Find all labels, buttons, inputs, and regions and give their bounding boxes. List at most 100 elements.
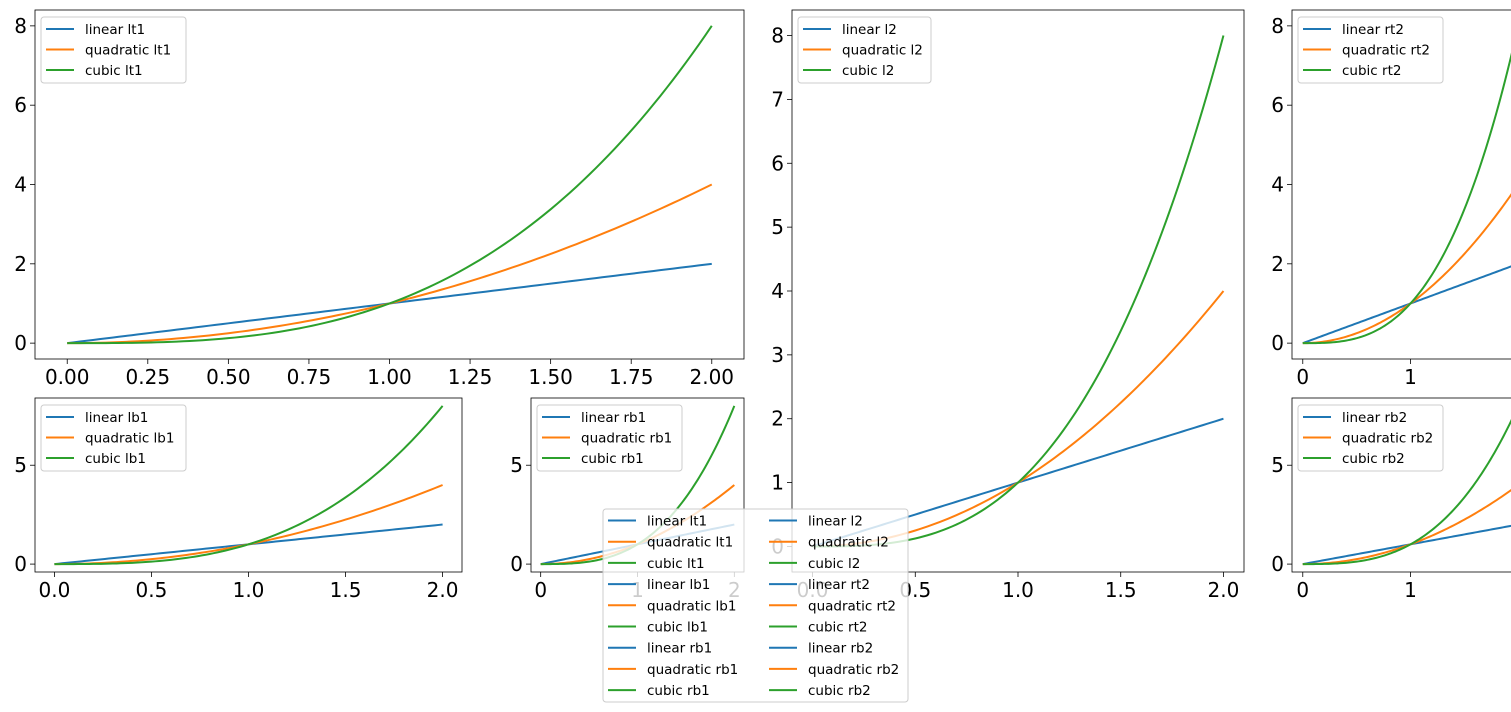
- series-line-quadratic-rb2: [1302, 488, 1511, 566]
- x-tick-label: 1.5: [1105, 578, 1137, 602]
- legend-rt2: linear rt2 quadratic rt2 cubic rt2: [1297, 16, 1444, 84]
- x-tick-label: 1.00: [367, 365, 412, 389]
- legend-label: quadratic rb1: [581, 431, 672, 447]
- figure-legend-label: cubic rt2: [808, 620, 867, 636]
- figure-legend-label: cubic rb2: [808, 683, 871, 699]
- figure-legend-label: linear rb2: [808, 641, 873, 657]
- y-tick-label: 8: [14, 14, 27, 38]
- y-tick-label: 6: [771, 151, 784, 175]
- y-tick-label: 2: [1271, 252, 1284, 276]
- x-tick-label: 1.50: [528, 365, 573, 389]
- x-tick-label: 1.5: [330, 578, 362, 602]
- series-line-quadratic-l2: [812, 290, 1225, 548]
- figure-legend-label: linear l2: [808, 514, 863, 530]
- figure-legend-label: quadratic rb2: [808, 662, 899, 678]
- legend-label: quadratic rt2: [1342, 43, 1430, 59]
- figure-legend-label: cubic rb1: [647, 683, 710, 699]
- x-tick-label: 0.5: [136, 578, 168, 602]
- figure-legend-label: quadratic rb1: [647, 662, 738, 678]
- legend-label: cubic rt2: [1342, 63, 1401, 79]
- x-tick-label: 0.75: [287, 365, 332, 389]
- figure-legend-label: linear rb1: [647, 641, 712, 657]
- y-tick-label: 1: [771, 471, 784, 495]
- legend-rb1: linear rb1 quadratic rb1 cubic rb1: [536, 404, 683, 472]
- legend-l2: linear l2 quadratic l2 cubic l2: [797, 16, 932, 84]
- axes-frame: [791, 9, 1245, 573]
- y-tick-label: 0: [14, 331, 27, 355]
- y-tick-label: 7: [771, 87, 784, 111]
- legend-label: cubic lb1: [85, 451, 146, 467]
- y-tick-label: 2: [771, 407, 784, 431]
- legend-box: [1297, 16, 1444, 84]
- y-tick-label: 5: [771, 215, 784, 239]
- series-line-quadratic-lb1: [54, 484, 443, 566]
- legend-lb1: linear lb1 quadratic lb1 cubic lb1: [40, 404, 187, 472]
- legend-box: [1297, 404, 1444, 472]
- series-line-cubic-rb2: [1302, 418, 1511, 566]
- y-tick-label: 0: [1271, 331, 1284, 355]
- figure-legend-label: linear lt1: [647, 514, 707, 530]
- x-tick-label: 2.00: [690, 365, 735, 389]
- legend-label: cubic rb1: [581, 451, 644, 467]
- legend-label: linear l2: [842, 22, 897, 38]
- legend-label: linear rb2: [1342, 410, 1407, 426]
- figure-legend-label: quadratic lb1: [647, 598, 736, 614]
- legend-label: cubic lt1: [85, 63, 143, 79]
- legend-label: linear rt2: [1342, 22, 1404, 38]
- figure-legend-label: quadratic rt2: [808, 598, 896, 614]
- y-tick-label: 0: [1271, 552, 1284, 576]
- legend-label: linear lt1: [85, 22, 145, 38]
- x-tick-label: 1.0: [1002, 578, 1034, 602]
- x-tick-label: 1.25: [448, 365, 493, 389]
- legend-label: quadratic l2: [842, 43, 923, 59]
- legend-label: linear rb1: [581, 410, 646, 426]
- y-tick-label: 6: [14, 93, 27, 117]
- figure-legend-label: quadratic lt1: [647, 535, 733, 551]
- series-line-quadratic-rt2: [1302, 193, 1511, 345]
- legend-rb2: linear rb2 quadratic rb2 cubic rb2: [1297, 404, 1444, 472]
- x-tick-label: 0.25: [126, 365, 171, 389]
- legend-box: [40, 16, 187, 84]
- y-tick-label: 8: [1271, 14, 1284, 38]
- y-tick-label: 0: [14, 552, 27, 576]
- x-tick-label: 0.0: [39, 578, 71, 602]
- axes-lt1: 0.00 0.25 0.50 0.75 1.00 1.25 1.50 1.75 2.00 0 2 4 6…: [14, 9, 745, 389]
- series-line-linear-rb2: [1302, 524, 1511, 566]
- figure-legend-label: cubic l2: [808, 556, 860, 572]
- legend-label: quadratic lb1: [85, 431, 174, 447]
- legend-label: cubic rb2: [1342, 451, 1405, 467]
- x-tick-label: 0: [1296, 578, 1309, 602]
- series-line-quadratic-lt1: [67, 183, 713, 345]
- legend-label: linear lb1: [85, 410, 148, 426]
- legend-lt1: linear lt1 quadratic lt1 cubic lt1: [40, 16, 187, 84]
- x-tick-label: 2.0: [1208, 578, 1240, 602]
- legend-box: [536, 404, 683, 472]
- axes-lb1: 0.0 0.5 1.0 1.5 2.0 0 5 linear lb1 quadratic lb1…: [14, 397, 463, 602]
- y-tick-label: 2: [14, 252, 27, 276]
- y-tick-label: 3: [771, 343, 784, 367]
- figure-legend-label: cubic lt1: [647, 556, 705, 572]
- x-tick-label: 2.0: [427, 578, 459, 602]
- y-tick-label: 6: [1271, 93, 1284, 117]
- y-tick-label: 5: [1271, 453, 1284, 477]
- x-tick-label: 0: [1296, 365, 1309, 389]
- legend-label: quadratic lt1: [85, 43, 171, 59]
- x-tick-label: 0: [534, 578, 547, 602]
- y-tick-label: 0: [510, 552, 523, 576]
- x-tick-label: 1.0: [233, 578, 265, 602]
- y-tick-label: 5: [14, 453, 27, 477]
- figure-legend-label: cubic lb1: [647, 620, 708, 636]
- x-tick-label: 1: [1404, 578, 1417, 602]
- figure-legend-box: [602, 508, 909, 703]
- figure-legend-label: linear lb1: [647, 577, 710, 593]
- legend-box: [40, 404, 187, 472]
- x-tick-label: 1: [1404, 365, 1417, 389]
- x-tick-label: 1.75: [609, 365, 654, 389]
- x-tick-label: 0.00: [45, 365, 90, 389]
- x-tick-label: 0.50: [206, 365, 251, 389]
- figure-legend-label: linear rt2: [808, 577, 870, 593]
